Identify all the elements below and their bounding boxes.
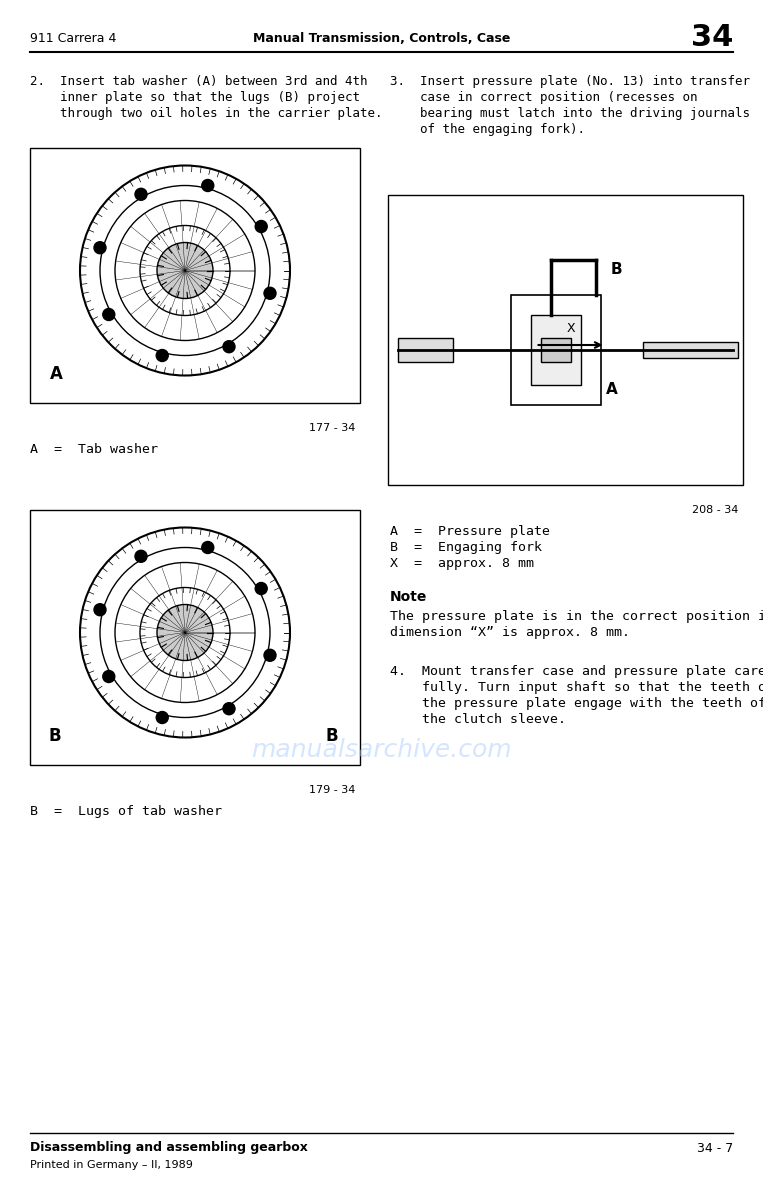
Text: Disassembling and assembling gearbox: Disassembling and assembling gearbox [30, 1142, 308, 1155]
Text: the pressure plate engage with the teeth of: the pressure plate engage with the teeth… [390, 697, 763, 710]
Bar [643, 342, 738, 358]
Text: 2.  Insert tab washer (A) between 3rd and 4th: 2. Insert tab washer (A) between 3rd and… [30, 75, 368, 88]
Text: Printed in Germany – II, 1989: Printed in Germany – II, 1989 [30, 1159, 193, 1170]
Circle shape [156, 349, 168, 361]
Text: 208 - 34: 208 - 34 [691, 505, 738, 516]
Circle shape [94, 241, 106, 254]
Text: 34 - 7: 34 - 7 [697, 1142, 733, 1155]
Text: B: B [48, 727, 60, 745]
Circle shape [201, 179, 214, 191]
Circle shape [115, 201, 255, 341]
Text: through two oil holes in the carrier plate.: through two oil holes in the carrier pla… [30, 107, 382, 120]
Text: B: B [610, 263, 622, 278]
Text: B  =  Engaging fork: B = Engaging fork [390, 541, 542, 554]
Text: Note: Note [390, 590, 427, 604]
Circle shape [103, 670, 114, 682]
Circle shape [264, 650, 276, 662]
Bar [530, 315, 581, 385]
Bar [540, 339, 571, 362]
Text: A: A [606, 383, 617, 398]
Text: X: X [566, 322, 575, 335]
Text: A  =  Tab washer: A = Tab washer [30, 443, 158, 456]
Circle shape [156, 712, 168, 723]
Text: inner plate so that the lugs (B) project: inner plate so that the lugs (B) project [30, 91, 360, 105]
Circle shape [157, 242, 213, 298]
Text: A  =  Pressure plate: A = Pressure plate [390, 525, 550, 538]
Text: X  =  approx. 8 mm: X = approx. 8 mm [390, 557, 534, 570]
Text: 177 - 34: 177 - 34 [308, 423, 355, 432]
Text: 4.  Mount transfer case and pressure plate care-: 4. Mount transfer case and pressure plat… [390, 665, 763, 678]
Text: B  =  Lugs of tab washer: B = Lugs of tab washer [30, 805, 222, 819]
Circle shape [103, 309, 114, 321]
Bar [398, 339, 453, 362]
Text: the clutch sleeve.: the clutch sleeve. [390, 713, 566, 726]
Circle shape [255, 221, 267, 233]
Text: fully. Turn input shaft so that the teeth on: fully. Turn input shaft so that the teet… [390, 681, 763, 694]
Circle shape [223, 341, 235, 353]
Circle shape [264, 287, 276, 299]
Text: B: B [325, 727, 338, 745]
Circle shape [94, 604, 106, 615]
Circle shape [135, 188, 147, 201]
Text: 3.  Insert pressure plate (No. 13) into transfer: 3. Insert pressure plate (No. 13) into t… [390, 75, 750, 88]
Circle shape [115, 562, 255, 702]
Text: The pressure plate is in the correct position if: The pressure plate is in the correct pos… [390, 609, 763, 623]
Bar [388, 195, 743, 485]
Text: bearing must latch into the driving journals: bearing must latch into the driving jour… [390, 107, 750, 120]
Circle shape [135, 550, 147, 562]
Text: of the engaging fork).: of the engaging fork). [390, 124, 585, 135]
Bar [30, 148, 360, 403]
Text: manualsarchive.com: manualsarchive.com [251, 738, 512, 762]
Text: 911 Carrera 4: 911 Carrera 4 [30, 32, 117, 44]
Text: Manual Transmission, Controls, Case: Manual Transmission, Controls, Case [253, 32, 510, 44]
Text: 179 - 34: 179 - 34 [308, 785, 355, 795]
Circle shape [157, 605, 213, 661]
Text: dimension “X” is approx. 8 mm.: dimension “X” is approx. 8 mm. [390, 626, 630, 639]
Circle shape [223, 703, 235, 715]
Circle shape [201, 542, 214, 554]
Text: case in correct position (recesses on: case in correct position (recesses on [390, 91, 697, 105]
Bar [30, 510, 360, 765]
Text: A: A [50, 365, 63, 383]
Circle shape [255, 582, 267, 594]
Bar [510, 295, 600, 405]
Text: 34: 34 [691, 24, 733, 52]
